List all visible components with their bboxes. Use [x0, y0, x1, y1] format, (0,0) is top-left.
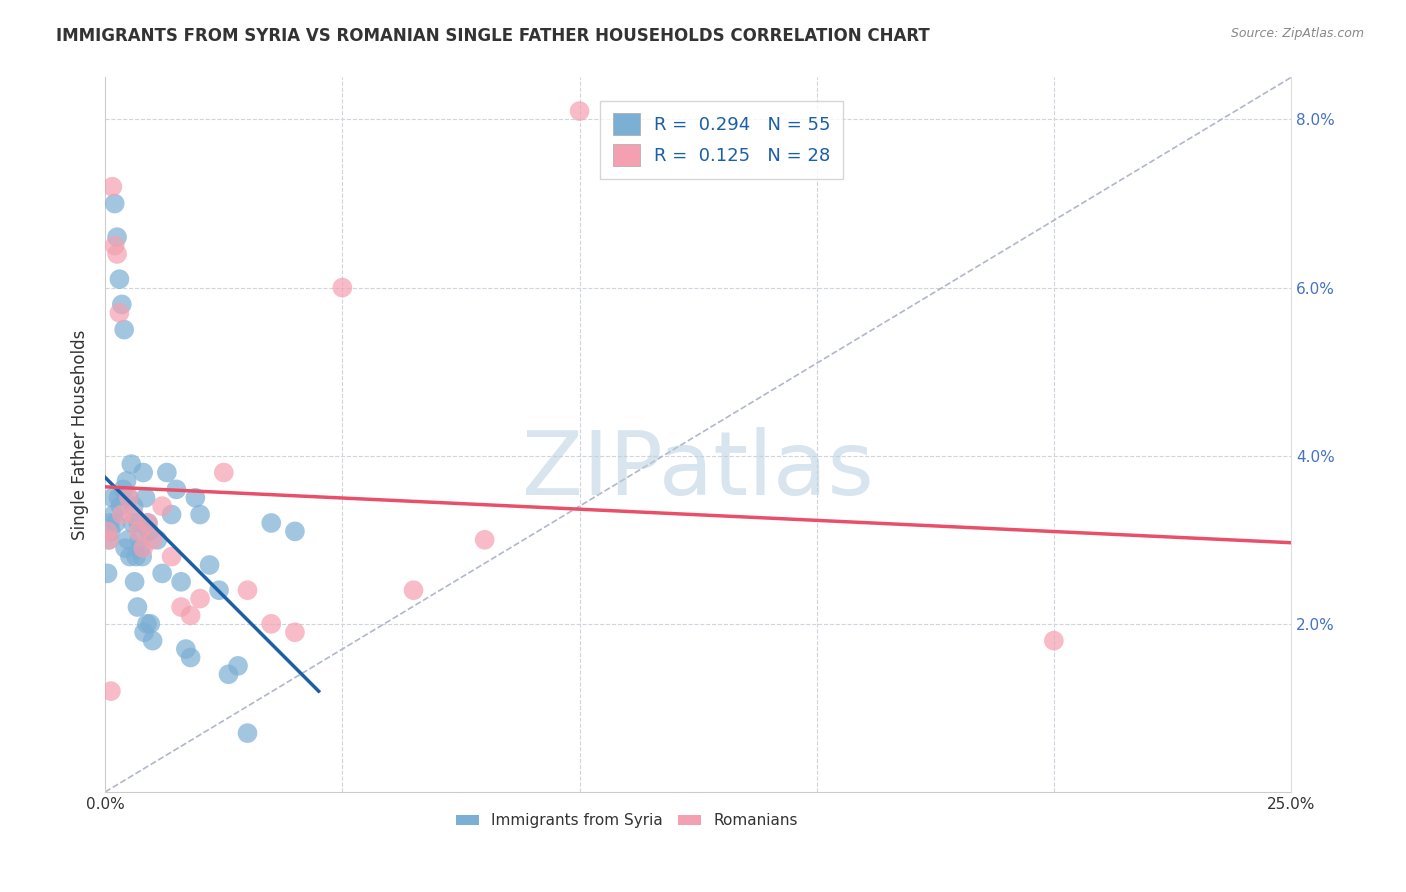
Point — [568, 104, 591, 119]
Point — [139, 616, 162, 631]
Point — [128, 533, 150, 547]
Point — [108, 272, 131, 286]
Point — [105, 230, 128, 244]
Point — [160, 549, 183, 564]
Point — [121, 516, 143, 530]
Point — [131, 549, 153, 564]
Point — [170, 574, 193, 589]
Point — [132, 466, 155, 480]
Point — [184, 491, 207, 505]
Point — [108, 306, 131, 320]
Point — [127, 600, 149, 615]
Point — [136, 516, 159, 530]
Point — [146, 533, 169, 547]
Point — [122, 499, 145, 513]
Point — [111, 297, 134, 311]
Point — [260, 516, 283, 530]
Point — [124, 574, 146, 589]
Point — [136, 516, 159, 530]
Point — [110, 499, 132, 513]
Point — [142, 633, 165, 648]
Text: ZIPatlas: ZIPatlas — [522, 427, 875, 514]
Point — [120, 457, 142, 471]
Point — [127, 524, 149, 539]
Point — [156, 466, 179, 480]
Point — [107, 491, 129, 505]
Legend: Immigrants from Syria, Romanians: Immigrants from Syria, Romanians — [450, 807, 804, 834]
Point — [138, 524, 160, 539]
Point — [100, 684, 122, 698]
Point — [136, 616, 159, 631]
Point — [98, 533, 121, 547]
Point — [402, 583, 425, 598]
Point — [218, 667, 240, 681]
Point — [284, 524, 307, 539]
Point — [100, 524, 122, 539]
Point — [142, 533, 165, 547]
Point — [132, 625, 155, 640]
Point — [125, 549, 148, 564]
Point — [208, 583, 231, 598]
Point — [101, 491, 124, 505]
Point — [236, 583, 259, 598]
Point — [212, 466, 235, 480]
Point — [111, 508, 134, 522]
Point — [101, 179, 124, 194]
Point — [97, 566, 120, 581]
Point — [98, 516, 121, 530]
Point — [160, 508, 183, 522]
Point — [1043, 633, 1066, 648]
Point — [170, 600, 193, 615]
Point — [198, 558, 221, 572]
Point — [174, 642, 197, 657]
Point — [332, 280, 354, 294]
Point — [114, 541, 136, 556]
Point — [132, 541, 155, 556]
Point — [104, 196, 127, 211]
Y-axis label: Single Father Households: Single Father Households — [72, 329, 89, 540]
Point — [118, 491, 141, 505]
Point — [115, 474, 138, 488]
Point — [127, 516, 149, 530]
Point — [97, 524, 120, 539]
Point — [103, 508, 125, 522]
Point — [112, 323, 135, 337]
Point — [135, 491, 157, 505]
Point — [105, 247, 128, 261]
Text: IMMIGRANTS FROM SYRIA VS ROMANIAN SINGLE FATHER HOUSEHOLDS CORRELATION CHART: IMMIGRANTS FROM SYRIA VS ROMANIAN SINGLE… — [56, 27, 929, 45]
Point — [236, 726, 259, 740]
Point — [150, 566, 173, 581]
Point — [188, 591, 211, 606]
Point — [284, 625, 307, 640]
Point — [226, 658, 249, 673]
Point — [474, 533, 496, 547]
Point — [260, 616, 283, 631]
Point — [122, 508, 145, 522]
Point — [129, 541, 152, 556]
Point — [112, 483, 135, 497]
Point — [180, 608, 202, 623]
Text: Source: ZipAtlas.com: Source: ZipAtlas.com — [1230, 27, 1364, 40]
Point — [104, 238, 127, 252]
Point — [165, 483, 187, 497]
Point — [118, 491, 141, 505]
Point — [98, 533, 121, 547]
Point — [188, 508, 211, 522]
Point — [118, 549, 141, 564]
Point — [180, 650, 202, 665]
Point — [104, 516, 127, 530]
Point — [117, 533, 139, 547]
Point — [150, 499, 173, 513]
